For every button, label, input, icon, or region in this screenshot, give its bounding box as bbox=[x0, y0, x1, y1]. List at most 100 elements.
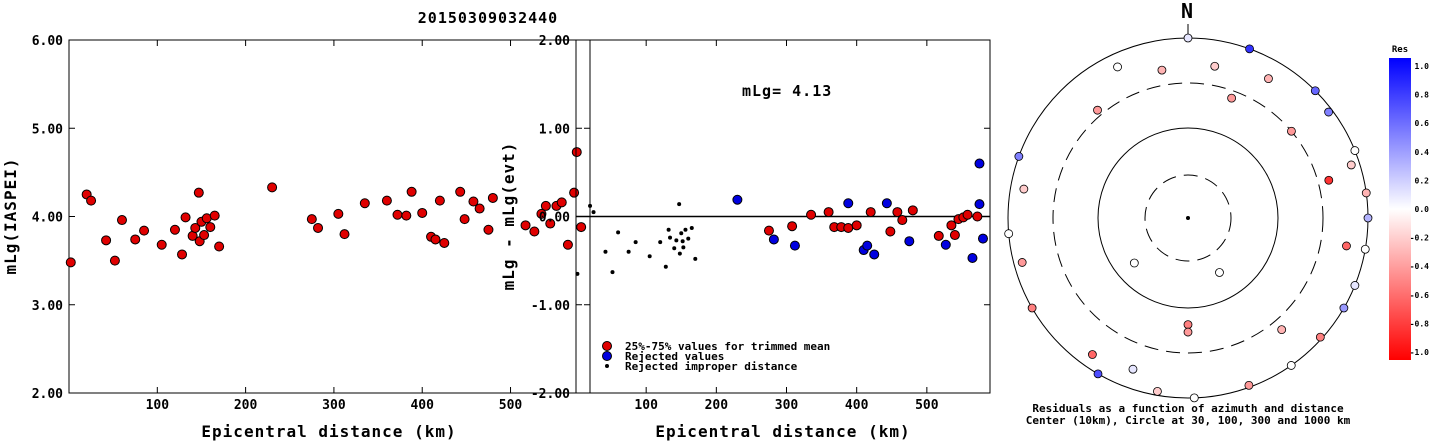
station-marker bbox=[1093, 369, 1103, 379]
data-point bbox=[865, 207, 876, 218]
colorbar-tick-label: -0.6 bbox=[1410, 291, 1429, 300]
center-point bbox=[1186, 216, 1190, 220]
north-label: N bbox=[1181, 0, 1193, 23]
data-point bbox=[972, 211, 983, 222]
station-markers bbox=[1004, 33, 1373, 403]
data-point bbox=[267, 182, 278, 193]
data-point bbox=[562, 239, 573, 250]
station-marker bbox=[1128, 364, 1138, 374]
data-point bbox=[789, 240, 800, 251]
x-tick-label: 100 bbox=[634, 398, 658, 413]
station-marker bbox=[1363, 213, 1373, 223]
data-point bbox=[306, 214, 317, 225]
data-point bbox=[823, 207, 834, 218]
colorbar-ticks: 1.0 0.8 0.6 0.4 0.2 0.0 -0.2 -0.4 -0.6 -0.8 -1.0 bbox=[1410, 62, 1429, 357]
data-point bbox=[439, 237, 450, 248]
data-point bbox=[974, 158, 985, 169]
data-point bbox=[199, 230, 210, 241]
data-point bbox=[892, 207, 903, 218]
station-marker bbox=[1287, 126, 1296, 136]
data-point bbox=[430, 234, 441, 245]
x-tick-label: 400 bbox=[845, 398, 869, 413]
axis-ticks: 100 200 300 400 500 2.00 3.00 4.00 5.00 6.00 bbox=[32, 34, 590, 413]
station-marker bbox=[1315, 332, 1325, 342]
data-point bbox=[679, 231, 684, 236]
station-marker bbox=[1350, 146, 1360, 155]
data-point bbox=[672, 246, 677, 251]
station-marker bbox=[1324, 175, 1334, 185]
station-marker bbox=[1361, 188, 1371, 198]
data-point bbox=[666, 227, 671, 232]
data-point bbox=[940, 239, 951, 250]
data-point bbox=[529, 226, 540, 237]
data-point bbox=[205, 222, 216, 233]
station-marker bbox=[1183, 320, 1193, 330]
data-point bbox=[339, 229, 350, 240]
data-point bbox=[591, 210, 596, 215]
colorbar-tick-label: -1.0 bbox=[1410, 348, 1429, 357]
station-marker bbox=[1004, 229, 1014, 239]
legend-marker-improper bbox=[605, 364, 609, 368]
data-point bbox=[674, 238, 679, 243]
y-tick-label: 1.00 bbox=[539, 122, 570, 137]
station-marker bbox=[1093, 105, 1102, 115]
data-point bbox=[787, 221, 798, 232]
data-point bbox=[209, 210, 220, 221]
data-point bbox=[483, 224, 494, 235]
data-point bbox=[616, 230, 621, 235]
data-point bbox=[536, 208, 547, 219]
data-point bbox=[949, 230, 960, 241]
data-point bbox=[933, 230, 944, 241]
data-points bbox=[65, 147, 587, 268]
y-tick-label: 3.00 bbox=[32, 299, 63, 314]
colorbar-tick-label: -0.8 bbox=[1410, 319, 1429, 328]
data-point bbox=[806, 209, 817, 220]
data-point bbox=[434, 195, 445, 206]
station-marker bbox=[1019, 184, 1029, 194]
colorbar-tick-label: 0.6 bbox=[1415, 119, 1430, 128]
data-point bbox=[190, 222, 201, 233]
data-point bbox=[109, 255, 120, 266]
colorbar-title: Res bbox=[1392, 45, 1408, 55]
colorbar-tick-label: -0.4 bbox=[1410, 262, 1429, 271]
data-point bbox=[156, 239, 167, 250]
data-point bbox=[897, 215, 908, 226]
ring-100km bbox=[1097, 127, 1279, 309]
station-marker bbox=[1113, 62, 1122, 72]
x-tick-label: 300 bbox=[322, 398, 346, 413]
data-point bbox=[214, 241, 225, 252]
data-point bbox=[468, 196, 479, 207]
data-point bbox=[869, 249, 880, 260]
data-point bbox=[885, 226, 896, 237]
data-point bbox=[946, 220, 957, 231]
y-tick-label: 6.00 bbox=[32, 34, 63, 49]
x-tick-label: 100 bbox=[146, 398, 170, 413]
x-axis-label: Epicentral distance (km) bbox=[201, 422, 456, 441]
data-point bbox=[668, 235, 673, 240]
data-point bbox=[116, 215, 127, 226]
colorbar-tick-label: 0.0 bbox=[1415, 205, 1430, 214]
data-point bbox=[680, 239, 685, 244]
colorbar-tick-label: 0.2 bbox=[1415, 176, 1430, 185]
polar-residual-panel: N Residuals as a function of azimuth and… bbox=[1004, 0, 1373, 427]
y-axis-label: mLg(IASPEI) bbox=[1, 158, 20, 275]
data-point bbox=[843, 222, 854, 233]
x-tick-label: 500 bbox=[499, 398, 523, 413]
x-tick-label: 300 bbox=[775, 398, 799, 413]
x-tick-label: 200 bbox=[234, 398, 258, 413]
x-tick-label: 400 bbox=[410, 398, 434, 413]
data-point bbox=[520, 220, 531, 231]
y-axis-label: mLg - mLg(evt) bbox=[499, 142, 518, 291]
data-point bbox=[633, 240, 638, 245]
data-point bbox=[177, 249, 188, 260]
colorbar: Res 1.0 0.8 0.6 0.4 0.2 0.0 -0.2 -0.4 -0.6 -0.8 -1… bbox=[1389, 45, 1429, 360]
y-tick-label: -1.00 bbox=[531, 299, 570, 314]
station-marker bbox=[1027, 303, 1037, 313]
legend-label-rejected: Rejected values bbox=[625, 350, 724, 363]
station-marker bbox=[1153, 386, 1162, 396]
axis-ticks: 100 200 300 400 500 -2.00 -1.00 0.00 1.00 2.00 bbox=[531, 34, 990, 413]
data-point bbox=[683, 227, 688, 232]
y-tick-label: 2.00 bbox=[32, 387, 63, 402]
legend-marker-rejected bbox=[602, 351, 612, 361]
